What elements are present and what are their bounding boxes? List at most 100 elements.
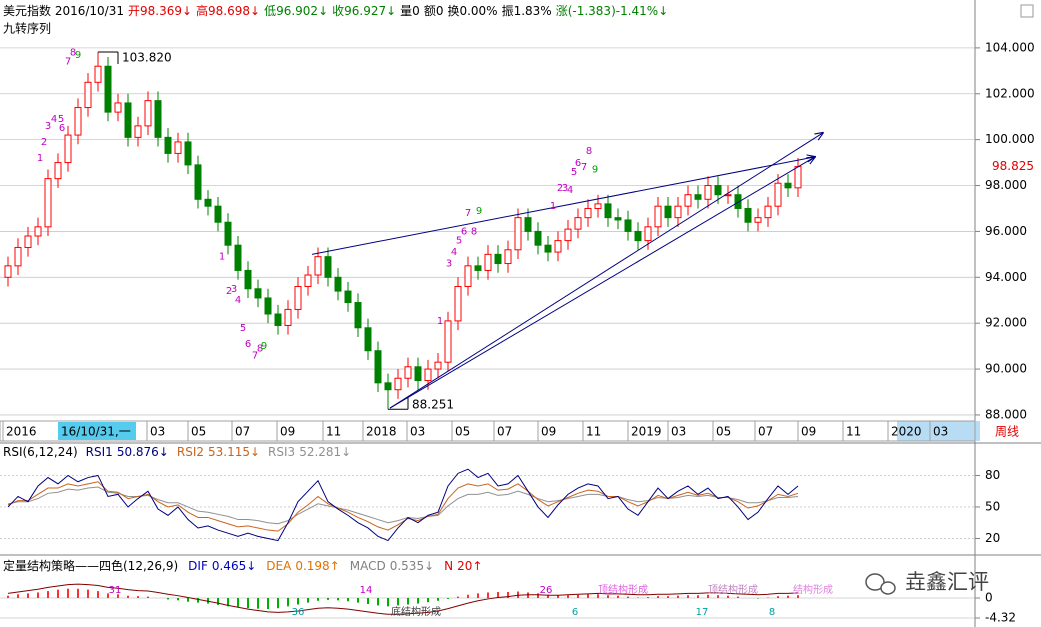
- candle-body: [104, 65, 112, 113]
- trendline: [389, 157, 815, 409]
- candle-body: [284, 308, 292, 326]
- last-price: 98.825: [992, 159, 1034, 173]
- header-item: 涨(-1.383)-1.41%↓: [556, 3, 669, 18]
- cursor-box: [58, 422, 136, 440]
- candle-body: [154, 100, 162, 138]
- x-tick-label: 09: [280, 425, 295, 439]
- header-item: 开98.369↓: [128, 4, 192, 18]
- legend-name: DEA: [266, 559, 292, 573]
- candle-body: [14, 246, 22, 267]
- candle-body: [584, 207, 592, 219]
- candle-body: [184, 141, 192, 166]
- x-tick-label: 05: [191, 425, 206, 439]
- candle-body: [144, 100, 152, 127]
- candle-body: [204, 198, 212, 207]
- x-tick-label: 2020: [891, 425, 922, 439]
- rsi-line: [7, 468, 799, 542]
- candle-body: [604, 203, 612, 219]
- legend-readout: 52.281↓: [299, 445, 351, 459]
- candle-body: [644, 226, 652, 242]
- subtitle: 九转序列: [3, 21, 51, 36]
- header-item: 美元指数 2016/10/31: [3, 3, 124, 18]
- candle-body: [534, 230, 542, 246]
- candle-body: [334, 276, 342, 292]
- td-label: 8: [70, 47, 76, 58]
- candle-body: [254, 288, 262, 299]
- signal-label: 14: [360, 585, 373, 596]
- candle-body: [224, 221, 232, 246]
- candle-body: [454, 285, 462, 322]
- candle-body: [174, 141, 182, 154]
- x-tick-label: 2019: [631, 425, 662, 439]
- td-label: 1: [219, 252, 225, 263]
- legend-readout: 0.465↓: [212, 559, 256, 573]
- header-item: 振1.83%: [502, 4, 552, 18]
- candle-body: [574, 217, 582, 230]
- y-tick-label: 104.000: [985, 40, 1035, 54]
- td-label: 1: [437, 316, 443, 327]
- candle-body: [264, 297, 272, 315]
- last-price-box: [987, 158, 1037, 175]
- y-tick-label: 92.000: [985, 316, 1027, 330]
- candle-body: [34, 226, 42, 237]
- td-label: 7: [465, 208, 471, 219]
- td-label: 4: [451, 247, 457, 258]
- x-tick-label: 2016: [6, 425, 37, 439]
- candle-body: [524, 217, 532, 232]
- signal-label: 36: [292, 607, 305, 618]
- candle-body: [664, 205, 672, 219]
- candle-body: [364, 327, 372, 352]
- x-tick-label: 03: [150, 425, 165, 439]
- td-label: 3: [231, 284, 237, 295]
- candle-body: [774, 182, 782, 207]
- candle-body: [794, 166, 802, 189]
- td-label: 2: [226, 286, 232, 297]
- candle-body: [474, 265, 482, 271]
- x-tick-label: 03: [933, 425, 948, 439]
- y-tick-label: 96.000: [985, 224, 1027, 238]
- candle-body: [274, 313, 282, 326]
- header-item: 额0: [424, 4, 444, 18]
- td-label: 5: [58, 114, 64, 125]
- candle-body: [564, 228, 572, 242]
- signal-label: 26: [540, 585, 553, 596]
- candle-body: [514, 217, 522, 251]
- x-tick-label: 09: [801, 425, 816, 439]
- candle-body: [754, 217, 762, 223]
- legend-name: RSI3: [268, 445, 295, 459]
- candle-body: [684, 194, 692, 207]
- td-label: 9: [476, 206, 482, 217]
- x-tick-label: 09: [541, 425, 556, 439]
- header-item: 低96.902↓: [264, 4, 328, 18]
- candle-body: [404, 366, 412, 379]
- candle-body: [634, 230, 642, 242]
- td-label: 2: [41, 137, 47, 148]
- panel-title-text: RSI(6,12,24): [3, 445, 78, 459]
- candle-body: [54, 162, 62, 180]
- td-label: 4: [235, 295, 241, 306]
- td-label: 8: [471, 226, 477, 237]
- window-button[interactable]: [1020, 4, 1034, 18]
- header: 美元指数 2016/10/31 开98.369↓ 高98.698↓ 低96.902↓ 收…: [3, 3, 668, 18]
- header-item: 收96.927↓: [332, 4, 396, 18]
- cursor-label: 16/10/31,一: [61, 425, 131, 439]
- td-label: 5: [456, 236, 462, 247]
- y-tick-label: 80: [985, 468, 1000, 482]
- candle-body: [444, 320, 452, 363]
- future-zone: [897, 421, 980, 441]
- legend-name: MACD: [350, 559, 386, 573]
- candle-body: [544, 244, 552, 253]
- legend-name: RSI1: [86, 445, 113, 459]
- signal-label: 顶结构形成: [708, 583, 758, 596]
- x-tick-label: 05: [455, 425, 470, 439]
- candle-body: [554, 240, 562, 253]
- x-tick-label: 07: [235, 425, 250, 439]
- candle-body: [464, 265, 472, 287]
- legend-readout: 0.535↓: [390, 559, 434, 573]
- td-label: 2: [557, 183, 563, 194]
- candle-body: [744, 207, 752, 223]
- td-label: 9: [75, 50, 81, 61]
- y-tick-label: 102.000: [985, 86, 1035, 100]
